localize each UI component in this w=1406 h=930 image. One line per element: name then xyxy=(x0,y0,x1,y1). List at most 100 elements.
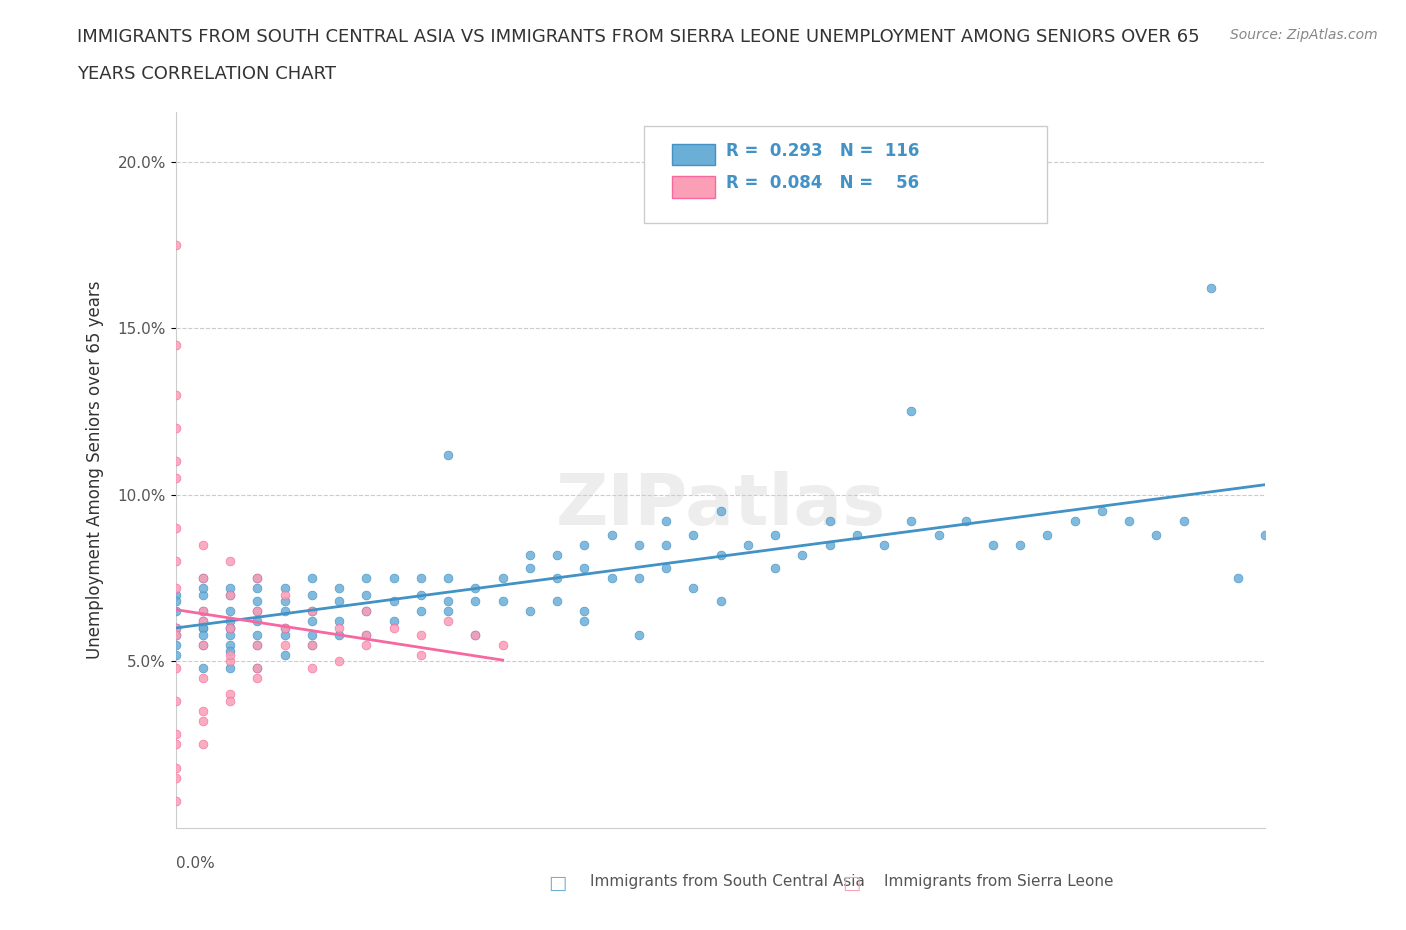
Point xyxy=(627,627,650,642)
Point xyxy=(165,770,187,785)
Point xyxy=(437,447,460,462)
Point xyxy=(682,527,704,542)
Point xyxy=(165,660,187,675)
Text: 0.0%: 0.0% xyxy=(176,857,215,871)
Point xyxy=(301,637,323,652)
Point xyxy=(437,570,460,585)
Point xyxy=(219,687,242,702)
Point xyxy=(519,604,541,618)
Point xyxy=(274,587,297,602)
Point xyxy=(1063,514,1085,529)
Point xyxy=(191,538,214,552)
Point xyxy=(219,660,242,675)
Point xyxy=(464,593,486,608)
Point xyxy=(274,647,297,662)
Point xyxy=(356,627,378,642)
Point xyxy=(191,570,214,585)
Point xyxy=(409,647,432,662)
Point xyxy=(219,587,242,602)
Point xyxy=(437,604,460,618)
Point xyxy=(165,471,187,485)
Point xyxy=(1091,504,1114,519)
Point xyxy=(219,553,242,568)
Point xyxy=(191,737,214,751)
Point xyxy=(492,570,515,585)
Y-axis label: Unemployment Among Seniors over 65 years: Unemployment Among Seniors over 65 years xyxy=(86,281,104,658)
Point xyxy=(246,660,269,675)
Point xyxy=(574,538,596,552)
Point xyxy=(274,620,297,635)
Point xyxy=(356,627,378,642)
Point xyxy=(165,593,187,608)
Point xyxy=(165,627,187,642)
Point xyxy=(600,527,623,542)
Point xyxy=(191,587,214,602)
Text: R =  0.293   N =  116: R = 0.293 N = 116 xyxy=(725,142,920,160)
Text: YEARS CORRELATION CHART: YEARS CORRELATION CHART xyxy=(77,65,336,83)
Point xyxy=(356,570,378,585)
Point xyxy=(301,627,323,642)
Point xyxy=(191,671,214,685)
Text: Immigrants from South Central Asia: Immigrants from South Central Asia xyxy=(591,874,865,889)
Point xyxy=(219,604,242,618)
Point xyxy=(219,654,242,669)
Point xyxy=(1173,514,1195,529)
Point xyxy=(246,593,269,608)
Point xyxy=(763,561,786,576)
Point xyxy=(546,593,568,608)
Text: R =  0.084   N =    56: R = 0.084 N = 56 xyxy=(725,174,920,193)
Point xyxy=(219,614,242,629)
Point xyxy=(301,660,323,675)
Point xyxy=(165,627,187,642)
Point xyxy=(191,580,214,595)
Point xyxy=(356,604,378,618)
Point xyxy=(165,237,187,252)
Point xyxy=(1199,281,1222,296)
Point xyxy=(981,538,1004,552)
Point xyxy=(165,793,187,808)
Point xyxy=(1254,527,1277,542)
Point xyxy=(165,454,187,469)
Point xyxy=(763,527,786,542)
Point xyxy=(1118,514,1140,529)
Point xyxy=(328,620,350,635)
Point xyxy=(356,587,378,602)
Point xyxy=(165,580,187,595)
Point xyxy=(191,637,214,652)
Point xyxy=(246,660,269,675)
Point xyxy=(274,637,297,652)
FancyBboxPatch shape xyxy=(672,144,716,166)
Point xyxy=(627,538,650,552)
Point xyxy=(900,404,922,418)
Point xyxy=(165,553,187,568)
Point xyxy=(246,637,269,652)
Point xyxy=(519,561,541,576)
Point xyxy=(219,627,242,642)
Point xyxy=(301,570,323,585)
Point xyxy=(246,570,269,585)
Point xyxy=(219,620,242,635)
Text: Source: ZipAtlas.com: Source: ZipAtlas.com xyxy=(1230,28,1378,42)
Point xyxy=(328,580,350,595)
Point xyxy=(191,614,214,629)
Point xyxy=(574,561,596,576)
Point xyxy=(955,514,977,529)
Point xyxy=(710,504,733,519)
Point xyxy=(845,527,868,542)
Point xyxy=(818,538,841,552)
Point xyxy=(328,654,350,669)
Point xyxy=(873,538,896,552)
Point xyxy=(219,620,242,635)
Point xyxy=(409,587,432,602)
Point xyxy=(464,627,486,642)
Point xyxy=(409,570,432,585)
Point xyxy=(464,627,486,642)
Point xyxy=(818,514,841,529)
Point xyxy=(546,570,568,585)
Point xyxy=(928,527,950,542)
Point xyxy=(219,647,242,662)
Point xyxy=(165,338,187,352)
Point xyxy=(191,604,214,618)
Point xyxy=(274,627,297,642)
Point xyxy=(274,593,297,608)
